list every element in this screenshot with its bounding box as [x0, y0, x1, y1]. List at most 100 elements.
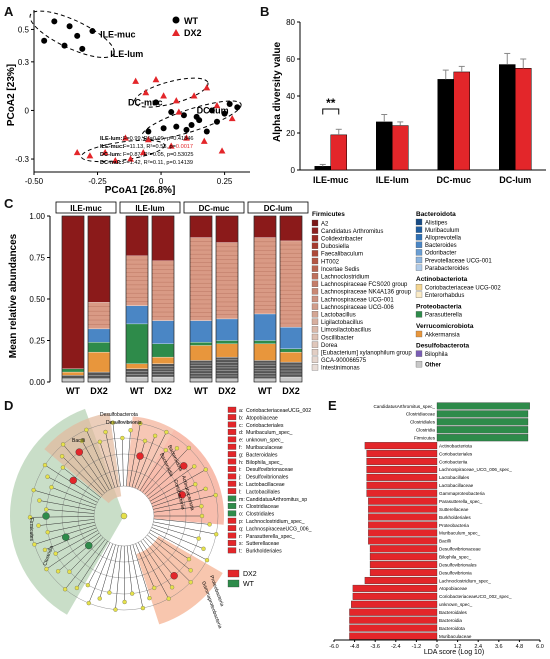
x-tick-label: -0.25 [88, 177, 107, 186]
legend-taxon: Lactobacillus [321, 313, 356, 319]
taxon-label: Sutterellaceae [439, 507, 469, 512]
legend-swatch [227, 510, 237, 517]
x-tick-label: DC-muc [436, 175, 471, 185]
dx2-point [152, 76, 160, 83]
wt-point [188, 122, 195, 129]
wt-point [74, 32, 81, 39]
legend-key: t: [239, 549, 242, 555]
dx2-lda-bar [366, 465, 438, 473]
bar-outline [215, 215, 239, 383]
dx2-point [160, 92, 167, 99]
legend-taxon: Clostridiales [246, 512, 275, 518]
legend-taxon: Muribaculum [425, 228, 459, 234]
legend-dx2-marker [172, 29, 180, 36]
group-annotation: DC-lum [197, 106, 229, 116]
y-axis-label: Mean relative abundances [8, 233, 19, 358]
wt-point [168, 109, 175, 116]
legend-swatch [415, 249, 423, 256]
legend-key: b: [239, 415, 243, 421]
x-tick-label: 1.2 [454, 644, 462, 650]
significant-node [170, 572, 178, 580]
wt-bar [376, 121, 393, 171]
tree-node [164, 429, 169, 435]
tree-node [199, 513, 205, 519]
legend-taxon: Alloprevotella [425, 236, 462, 242]
stack-segment [87, 351, 111, 373]
tree-branch [142, 448, 178, 493]
x-tick-label: WT [130, 386, 144, 396]
x-tick-label: ILE-lum [376, 175, 409, 185]
legend-taxon: Ligilactobacillus [321, 320, 363, 326]
tree-branch [122, 438, 124, 487]
x-tick-label: -1.2 [412, 644, 421, 650]
taxon-label: Coriobacteriales [439, 451, 473, 456]
tree-branch [138, 542, 169, 599]
y-tick-label: 0.25 [29, 337, 45, 346]
legend-taxon: unknown_spec_ [246, 438, 284, 444]
taxon-label: Clostridiales [410, 420, 436, 425]
dx2-lda-bar [369, 569, 438, 577]
x-tick-label: 0.25 [217, 177, 233, 186]
x-tick-label: WT [66, 386, 80, 396]
legend-taxon: CandidatusArthromitus_sp [246, 497, 307, 503]
tree-node [62, 587, 68, 592]
cluster-ellipse [133, 77, 209, 108]
legend-key: e: [239, 438, 243, 444]
legend-taxon: Bilophila_spec_ [246, 460, 282, 466]
legend-swatch [227, 480, 237, 487]
tree-node [97, 439, 103, 444]
dx2-lda-bar [349, 616, 438, 624]
tree-branch [30, 516, 95, 518]
legend-swatch [227, 488, 237, 495]
x-axis-label: PCoA1 [26.8%] [105, 185, 176, 196]
taxon-label: Bilophila_spec_ [439, 555, 472, 560]
clade-label: Bacilli [72, 438, 85, 444]
legend-key: n: [239, 504, 243, 510]
group-legend-swatch [227, 569, 240, 578]
y-tick-label: 0.50 [29, 295, 45, 304]
legend-dx2-label: DX2 [184, 28, 202, 38]
legend-swatch [227, 436, 237, 443]
tree-node [42, 547, 48, 553]
x-axis-label: LDA score (Log 10) [424, 649, 484, 656]
stat-label: ILE-lum: [100, 136, 123, 142]
bar-outline [253, 215, 277, 383]
tree-node [213, 493, 218, 498]
legend-taxon: Burkholderiales [246, 549, 282, 555]
tree-node [122, 599, 127, 605]
stack-segment [61, 378, 85, 383]
tree-branch [153, 521, 217, 535]
wt-point [221, 110, 228, 117]
tree-branch [140, 540, 173, 588]
legend-swatch [311, 326, 319, 333]
taxon-label: Proteobacteria [439, 523, 469, 528]
wt-point [183, 126, 190, 133]
tree-branch [39, 500, 95, 511]
tree-branch [47, 521, 95, 533]
stack-segment [253, 313, 277, 341]
dx2-point [139, 148, 147, 156]
clade-highlight-bacteroidota [139, 429, 224, 525]
legend-key: i: [239, 467, 242, 473]
legend-taxon: Desulfovibrionales [246, 475, 289, 481]
tree-branch [149, 469, 206, 502]
legend-key: r: [239, 534, 242, 540]
legend-taxon: Incertae Sedis [321, 267, 359, 273]
tree-node [166, 596, 171, 601]
y-tick-label: 80 [286, 18, 295, 27]
cluster-ellipse [141, 100, 242, 140]
significance-bracket [322, 108, 340, 115]
legend-taxon: Colidextribacter [321, 237, 363, 243]
legend-taxon: LachnospiraceaeUCG_006_ [246, 526, 312, 532]
dx2-point [200, 137, 208, 144]
legend-swatch [311, 219, 319, 227]
pcoa-scatter-chart: PCoA1 [26.8%] PCoA2 [23%] -0.50 -0.25 0 0.2… [6, 10, 250, 196]
tree-branch [153, 505, 202, 513]
group-legend-label: WT [243, 581, 255, 588]
bar-outline [151, 215, 175, 383]
dx2-lda-bar [369, 561, 438, 569]
legend-taxon: Parasutterella [425, 313, 463, 319]
tree-node [60, 442, 66, 447]
tree-branch [46, 509, 95, 514]
tree-node [36, 523, 41, 528]
